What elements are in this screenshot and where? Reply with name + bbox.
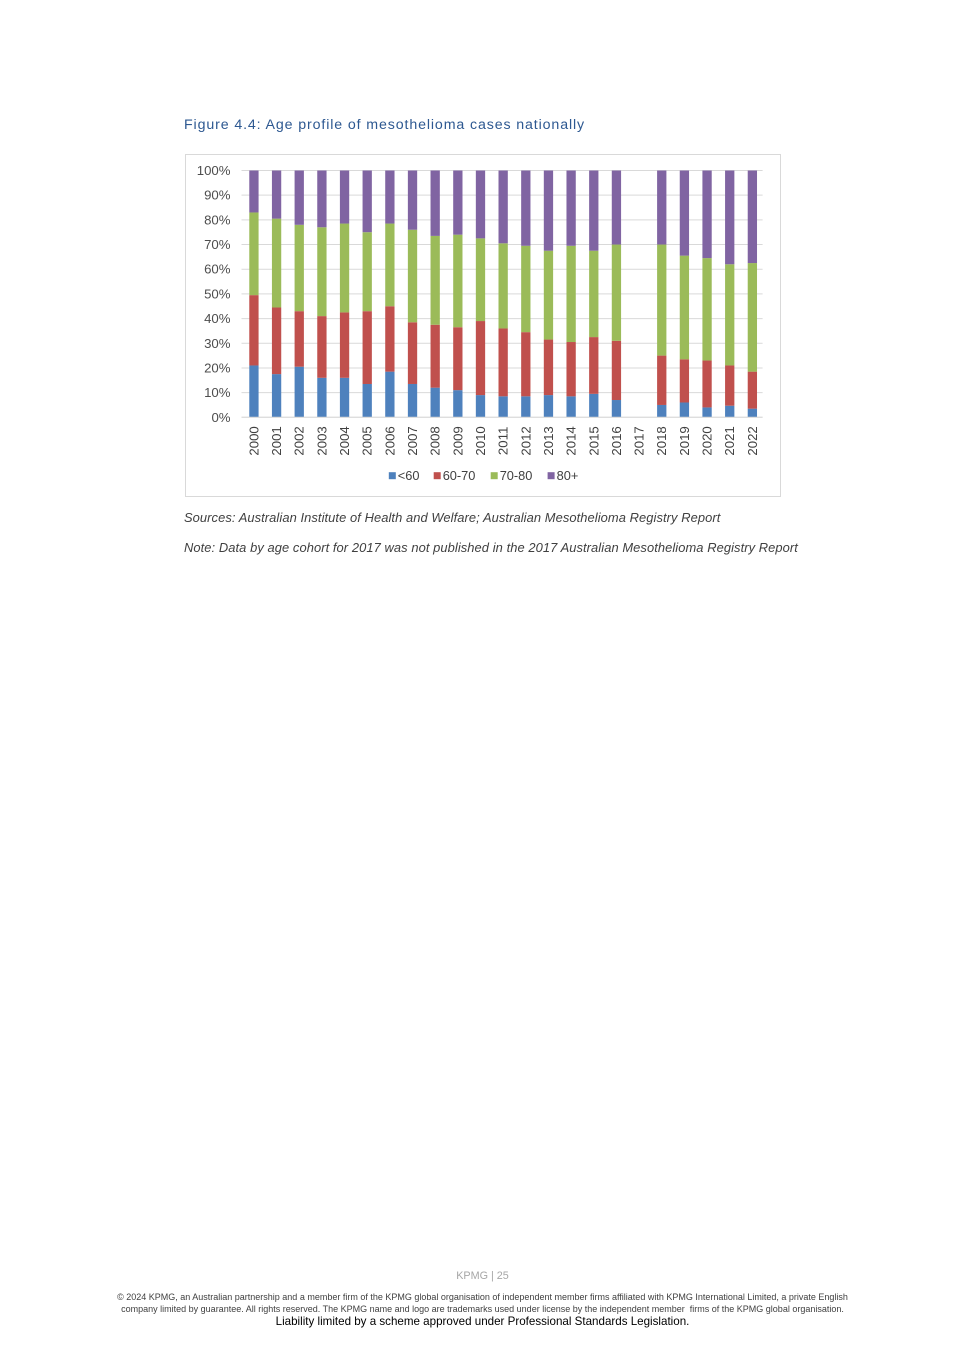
svg-text:2009: 2009 [450, 426, 465, 455]
svg-text:10%: 10% [204, 385, 231, 400]
svg-text:2021: 2021 [722, 426, 737, 455]
svg-text:80%: 80% [204, 212, 231, 227]
svg-text:2000: 2000 [246, 426, 261, 455]
svg-text:2020: 2020 [700, 426, 715, 455]
svg-text:30%: 30% [204, 336, 231, 351]
svg-text:2014: 2014 [564, 426, 579, 455]
svg-text:70%: 70% [204, 237, 231, 252]
svg-text:<60: <60 [398, 468, 420, 483]
svg-text:2012: 2012 [518, 426, 533, 455]
svg-text:2007: 2007 [405, 426, 420, 455]
svg-text:0%: 0% [211, 410, 230, 425]
svg-text:40%: 40% [204, 311, 231, 326]
svg-text:2003: 2003 [314, 426, 329, 455]
svg-text:2010: 2010 [473, 426, 488, 455]
svg-text:2018: 2018 [654, 426, 669, 455]
svg-text:2004: 2004 [337, 426, 352, 455]
svg-text:60-70: 60-70 [443, 468, 476, 483]
svg-text:20%: 20% [204, 360, 231, 375]
svg-text:2002: 2002 [292, 426, 307, 455]
svg-text:2006: 2006 [382, 426, 397, 455]
svg-text:90%: 90% [204, 188, 231, 203]
svg-text:2008: 2008 [428, 426, 443, 455]
svg-text:60%: 60% [204, 262, 231, 277]
svg-text:70-80: 70-80 [500, 468, 533, 483]
svg-text:2005: 2005 [360, 426, 375, 455]
svg-text:80+: 80+ [557, 468, 579, 483]
svg-text:2022: 2022 [745, 426, 760, 455]
svg-text:2016: 2016 [609, 426, 624, 455]
svg-text:50%: 50% [204, 286, 231, 301]
svg-text:2013: 2013 [541, 426, 556, 455]
svg-text:100%: 100% [197, 163, 231, 178]
svg-text:2011: 2011 [496, 427, 511, 455]
svg-text:2001: 2001 [269, 426, 284, 455]
svg-text:2019: 2019 [677, 426, 692, 455]
svg-text:2015: 2015 [586, 426, 601, 455]
svg-text:2017: 2017 [632, 426, 647, 455]
